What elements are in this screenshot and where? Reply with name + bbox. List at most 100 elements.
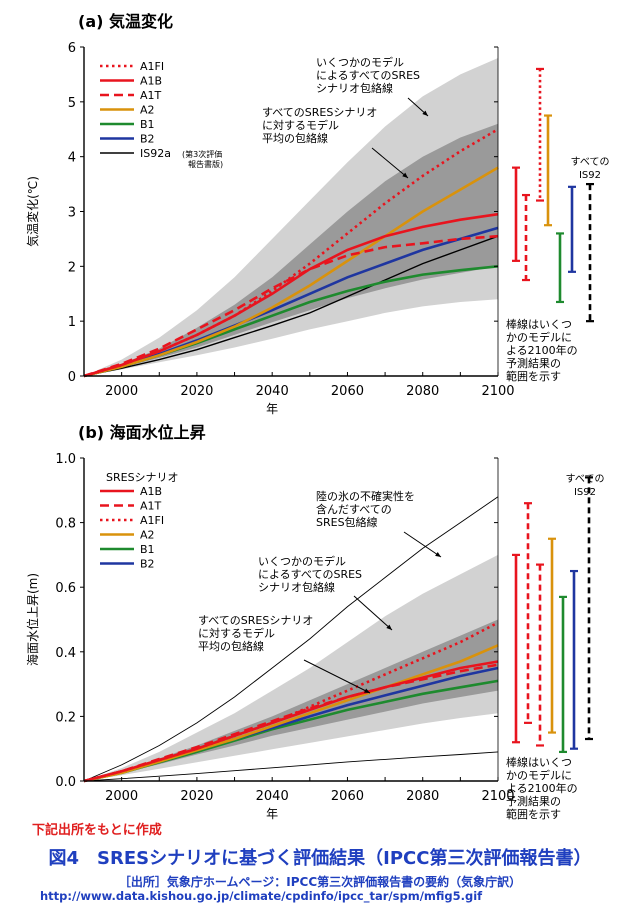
source-caption: ［出所］気象庁ホームページ：IPCC第三次評価報告書の要約（気象庁訳）	[118, 875, 522, 889]
legend-label: A2	[140, 104, 155, 117]
legend-label: B2	[140, 558, 155, 571]
annotation-arrow	[403, 531, 442, 558]
y-axis-label: 気温変化(℃)	[25, 176, 40, 247]
figure-caption: 図4 SRESシナリオに基づく評価結果（IPCC第三次評価報告書）	[48, 848, 592, 869]
annotation-model-envelope: シナリオ包絡線	[316, 81, 393, 95]
x-axis-label: 年	[266, 402, 278, 416]
chart-panel-sea-level: (b) 海面水位上昇 0.0 0.2 0.4 0.6 0.8 1.0 2000 2020 2040…	[25, 423, 604, 821]
y-tick-label: 0.4	[55, 646, 76, 661]
annotation-mean-envelope: 平均の包絡線	[198, 639, 264, 653]
bars-note: よる2100年の	[506, 781, 578, 795]
legend-label: IS92a	[140, 147, 171, 160]
y-tick-label: 0.2	[55, 710, 76, 725]
legend-label: B1	[140, 118, 155, 131]
legend-label: A1T	[140, 89, 162, 102]
x-tick-label: 2080	[406, 384, 439, 399]
legend-label: A2	[140, 529, 155, 542]
annotation-mean-envelope: すべてのSRESシナリオ	[198, 614, 313, 627]
annotation-arrowhead	[386, 624, 392, 630]
x-tick-label: 2100	[481, 789, 514, 804]
annotation-mean-envelope: に対するモデル	[262, 118, 339, 132]
y-tick-label: 0.0	[55, 775, 76, 790]
bars-note: かのモデルに	[506, 768, 572, 782]
x-tick-label: 2000	[105, 384, 138, 399]
is92-label: すべての	[566, 473, 605, 485]
x-tick-label: 2000	[105, 789, 138, 804]
y-tick-label: 3	[68, 206, 76, 221]
legend-label: A1FI	[140, 514, 164, 527]
x-axis-label: 年	[266, 807, 278, 821]
annotation-model-envelope: によるすべてのSRES	[316, 69, 420, 82]
bars-note: 範囲を示す	[506, 807, 561, 821]
annotation-arrow	[353, 595, 393, 631]
chart-title: (a) 気温変化	[78, 12, 173, 31]
series-line-a1fi	[83, 128, 499, 378]
y-tick-label: 2	[68, 260, 76, 275]
annotation-ice-envelope: SRES包絡線	[316, 515, 378, 529]
annotation-arrowhead	[422, 110, 428, 116]
annotation-arrowhead	[402, 172, 408, 178]
bars-note: 棒線はいくつ	[506, 317, 572, 331]
legend-label: A1B	[140, 485, 162, 498]
y-tick-label: 0.6	[55, 581, 76, 596]
x-tick-label: 2040	[256, 789, 289, 804]
legend-label: A1T	[140, 500, 162, 513]
is92-label: IS92	[579, 170, 601, 181]
source-url: http://www.data.kishou.go.jp/climate/cpd…	[40, 889, 483, 903]
annotation-mean-envelope: すべてのSRESシナリオ	[262, 106, 377, 119]
annotation-mean-envelope: 平均の包絡線	[262, 131, 328, 145]
bars-note: 範囲を示す	[506, 369, 561, 383]
x-tick-label: 2040	[256, 384, 289, 399]
x-tick-label: 2060	[331, 384, 364, 399]
annotation-ice-envelope: 含んだすべての	[316, 502, 392, 516]
y-axis-label: 海面水位上昇(m)	[25, 573, 40, 666]
annotation-model-envelope: いくつかのモデル	[316, 55, 404, 69]
y-tick-label: 1.0	[55, 452, 76, 467]
y-tick-label: 1	[68, 315, 76, 330]
bars-note: 予測結果の	[506, 356, 561, 370]
x-tick-label: 2080	[406, 789, 439, 804]
is92-label: IS92	[574, 487, 596, 498]
bars-note: 予測結果の	[506, 794, 561, 808]
envelope-band	[84, 619, 498, 781]
annotation-arrow	[303, 659, 371, 694]
y-tick-label: 5	[68, 96, 76, 111]
x-tick-label: 2100	[481, 384, 514, 399]
x-tick-label: 2020	[180, 789, 213, 804]
envelope-band	[84, 58, 498, 376]
series-line-a2	[83, 644, 499, 783]
annotation-model-envelope: シナリオ包絡線	[258, 580, 335, 594]
legend-label: B1	[140, 543, 155, 556]
annotation-model-envelope: によるすべてのSRES	[258, 568, 362, 581]
legend-note: (第3次評価	[182, 149, 222, 159]
x-tick-label: 2020	[180, 384, 213, 399]
is92-label: すべての	[571, 156, 610, 168]
y-tick-label: 0.8	[55, 517, 76, 532]
reference-line	[83, 751, 499, 782]
chart-panel-temperature: (a) 気温変化 0 1 2 3 4 5 6 2000 2020 2040 2060 2080 2100 年…	[25, 12, 609, 416]
annotation-model-envelope: いくつかのモデル	[258, 554, 346, 568]
x-tick-label: 2060	[331, 789, 364, 804]
series-line-a2	[83, 166, 499, 378]
annotation-arrow	[371, 147, 409, 179]
series-line-is92	[83, 235, 499, 377]
annotation-mean-envelope: に対するモデル	[198, 626, 275, 640]
source-note: 下記出所をもとに作成	[32, 823, 162, 838]
envelope-band	[84, 554, 498, 781]
bars-note: よる2100年の	[506, 343, 578, 357]
legend-label: A1FI	[140, 60, 164, 73]
legend-label: B2	[140, 133, 155, 146]
series-line-a1b	[83, 660, 499, 783]
y-tick-label: 6	[68, 41, 76, 56]
bars-note: かのモデルに	[506, 330, 572, 344]
annotation-arrowhead	[435, 551, 441, 557]
legend-title: SRESシナリオ	[106, 471, 179, 484]
legend-note: 報告書版)	[188, 159, 223, 169]
y-tick-label: 4	[68, 151, 76, 166]
y-tick-label: 0	[68, 370, 76, 385]
annotation-ice-envelope: 陸の氷の不確実性を	[316, 489, 415, 503]
legend-label: A1B	[140, 75, 162, 88]
reference-line	[83, 496, 499, 782]
envelope-band	[84, 123, 498, 376]
